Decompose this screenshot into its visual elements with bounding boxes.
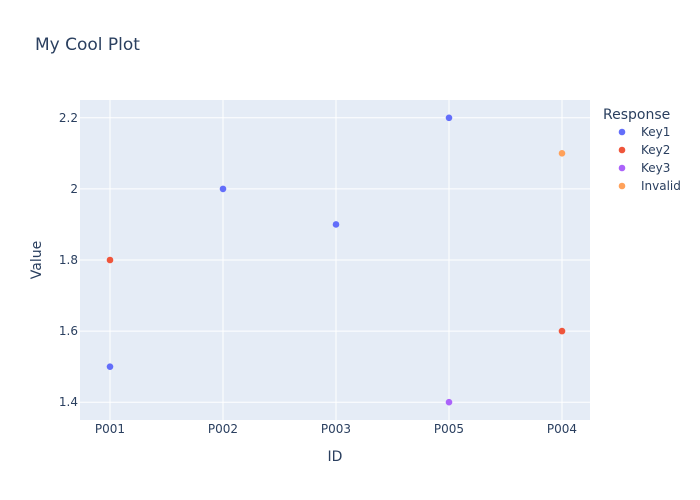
legend-item-key1[interactable]: Key1 — [641, 125, 670, 139]
x-tick-label: P001 — [95, 422, 125, 436]
legend-item-key3[interactable]: Key3 — [641, 161, 670, 175]
legend-item-invalid[interactable]: Invalid — [641, 179, 681, 193]
y-tick-label: 1.6 — [59, 324, 78, 338]
y-tick-label: 1.4 — [59, 395, 78, 409]
legend-marker-key2 — [618, 146, 626, 154]
y-axis-title: Value — [29, 241, 45, 279]
legend-marker-invalid — [618, 182, 626, 190]
x-tick-label: P005 — [434, 422, 464, 436]
y-tick-label: 2 — [70, 182, 78, 196]
x-tick-label: P002 — [208, 422, 238, 436]
data-point-invalid[interactable] — [558, 150, 566, 157]
legend-marker-key1 — [618, 128, 626, 136]
legend-item-key2[interactable]: Key2 — [641, 143, 670, 157]
x-axis-title: ID — [328, 449, 343, 465]
data-point-key3[interactable] — [445, 398, 453, 406]
legend-marker-key3 — [618, 164, 626, 172]
data-point-key1[interactable] — [332, 221, 340, 228]
legend-title: Response — [603, 107, 670, 123]
x-tick-labels: P001 P002 P003 P005 P004 — [95, 422, 577, 436]
y-tick-labels: 1.4 1.6 1.8 2 2.2 — [59, 111, 78, 409]
legend: Response Key1 Key2 Key3 Invalid — [603, 107, 681, 193]
data-point-key2[interactable] — [558, 327, 566, 335]
x-tick-label: P004 — [547, 422, 577, 436]
points-layer — [106, 114, 566, 406]
data-point-key1[interactable] — [219, 185, 227, 193]
data-point-key1[interactable] — [106, 363, 114, 370]
y-tick-label: 2.2 — [59, 111, 78, 125]
x-tick-label: P003 — [321, 422, 351, 436]
chart-title: My Cool Plot — [35, 35, 140, 55]
y-tick-label: 1.8 — [59, 253, 78, 267]
data-point-key1[interactable] — [445, 114, 453, 122]
data-point-key2[interactable] — [106, 256, 114, 264]
